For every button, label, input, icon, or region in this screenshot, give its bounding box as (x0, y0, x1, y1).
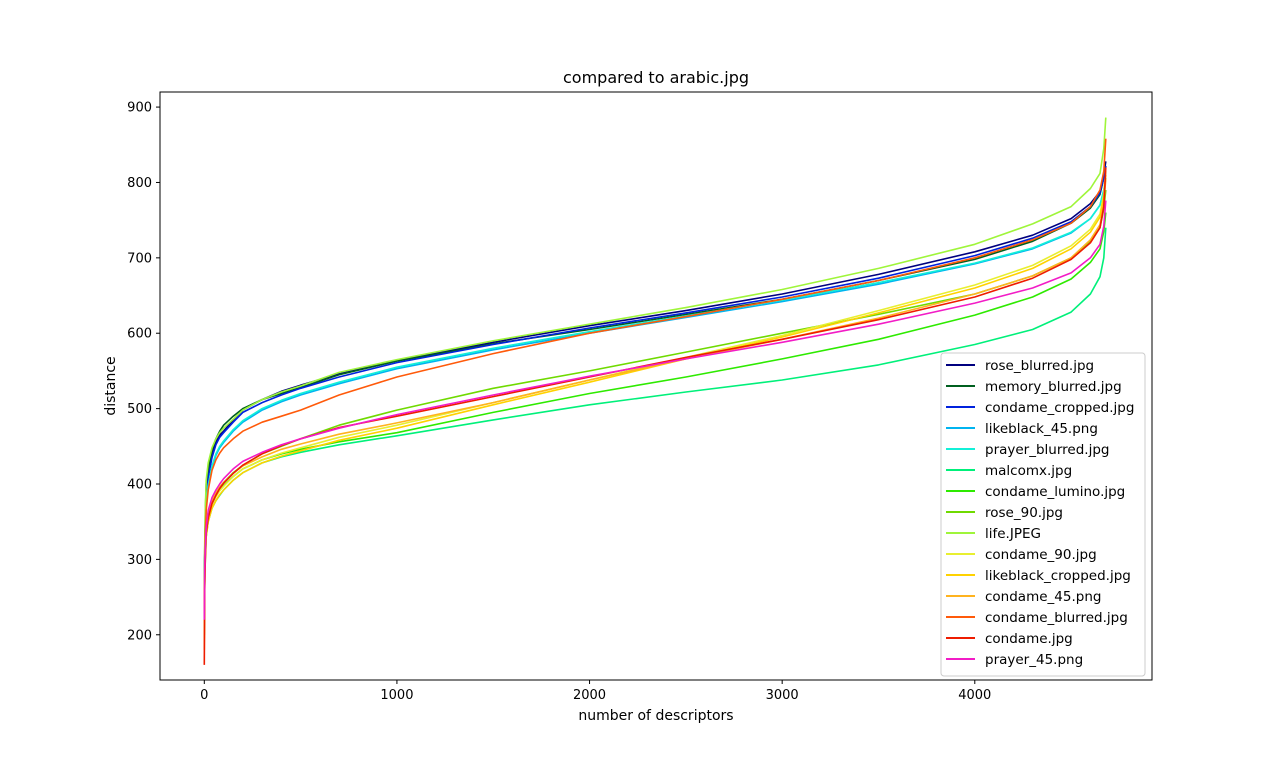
chart-title: compared to arabic.jpg (563, 68, 749, 87)
legend-label: condame_90.jpg (985, 547, 1097, 563)
legend-label: condame_blurred.jpg (985, 610, 1128, 626)
legend-label: malcomx.jpg (985, 463, 1072, 479)
series-line (203, 174, 1107, 639)
series-line (203, 179, 1107, 616)
x-tick-label: 2000 (573, 688, 606, 703)
legend-label: memory_blurred.jpg (985, 379, 1122, 395)
x-axis-ticks: 0 1000 2000 3000 4000 (200, 680, 991, 703)
legend-box (940, 352, 1146, 677)
x-tick-label: 0 (200, 688, 208, 703)
series-line (203, 178, 1107, 650)
legend-label: condame_45.png (985, 589, 1101, 605)
series-group (203, 117, 1107, 665)
y-tick-label: 600 (127, 327, 152, 342)
y-tick-label: 900 (127, 101, 152, 116)
series-line (203, 117, 1107, 605)
legend: rose_blurred.jpg memory_blurred.jpgcondam… (940, 352, 1146, 677)
y-tick-label: 400 (127, 478, 152, 493)
legend-label: prayer_blurred.jpg (985, 442, 1110, 458)
y-axis-label: distance (103, 356, 119, 415)
legend-label: condame.jpg (985, 631, 1073, 647)
legend-label: condame_cropped.jpg (985, 400, 1134, 416)
y-tick-label: 500 (127, 402, 152, 417)
y-tick-label: 700 (127, 251, 152, 266)
y-axis-ticks: 200 300 400 500 600 700 800 900 (127, 101, 160, 643)
series-line (203, 200, 1107, 620)
plot-border (159, 91, 1153, 681)
series-line (203, 138, 1107, 620)
series-line (203, 165, 1107, 613)
legend-label: rose_90.jpg (985, 505, 1063, 521)
legend-label: likeblack_45.png (985, 421, 1098, 437)
legend-label: life.JPEG (985, 526, 1041, 542)
y-tick-label: 800 (127, 176, 152, 191)
legend-label: rose_blurred.jpg (985, 358, 1094, 374)
y-tick-label: 200 (127, 628, 152, 643)
x-axis-label: number of descriptors (578, 708, 733, 724)
x-tick-label: 3000 (766, 688, 799, 703)
legend-label: condame_lumino.jpg (985, 484, 1125, 500)
y-tick-label: 300 (127, 553, 152, 568)
legend-label: prayer_45.png (985, 652, 1083, 668)
legend-label: likeblack_cropped.jpg (985, 568, 1131, 584)
x-tick-label: 1000 (380, 688, 413, 703)
x-tick-label: 4000 (958, 688, 991, 703)
